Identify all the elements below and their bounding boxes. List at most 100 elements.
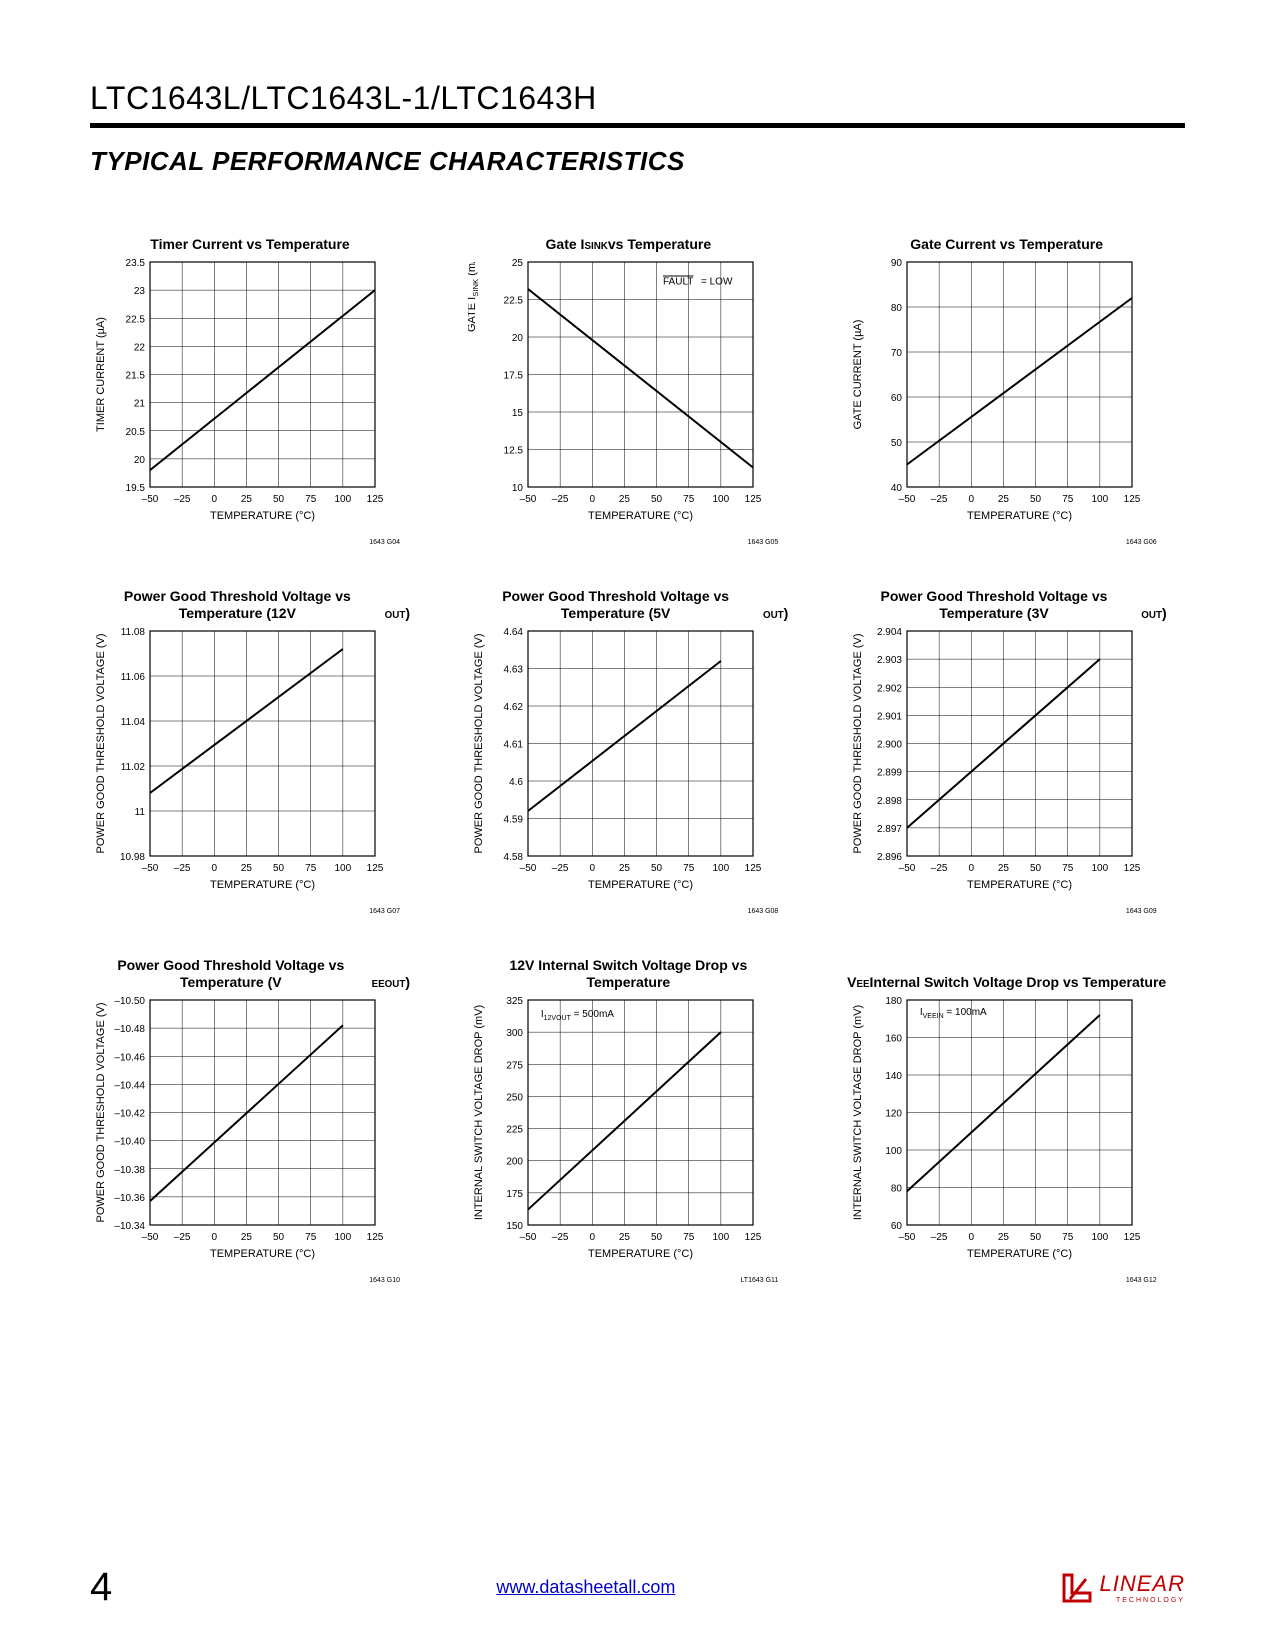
svg-text:50: 50 <box>273 1232 285 1243</box>
chart-container-g06: Gate Current vs Temperature –50–25025507… <box>847 217 1167 546</box>
header-rule <box>90 123 1185 128</box>
svg-text:21: 21 <box>134 399 146 410</box>
svg-text:75: 75 <box>683 494 695 505</box>
svg-text:25: 25 <box>998 1232 1010 1243</box>
svg-text:2.900: 2.900 <box>877 740 902 751</box>
logo-brand: LINEAR <box>1100 1571 1185 1596</box>
svg-text:325: 325 <box>507 996 524 1007</box>
svg-text:50: 50 <box>273 494 285 505</box>
svg-text:0: 0 <box>212 494 218 505</box>
svg-text:4.61: 4.61 <box>504 740 524 751</box>
svg-text:225: 225 <box>507 1125 524 1136</box>
logo-sub: TECHNOLOGY <box>1100 1597 1185 1604</box>
chart-title: 12V Internal Switch Voltage Drop vs Temp… <box>468 955 788 991</box>
svg-text:–10.46: –10.46 <box>114 1052 145 1063</box>
svg-text:0: 0 <box>212 1232 218 1243</box>
svg-text:TEMPERATURE (°C): TEMPERATURE (°C) <box>967 879 1072 891</box>
svg-text:75: 75 <box>683 863 695 874</box>
svg-text:0: 0 <box>590 494 596 505</box>
figure-id: 1643 G08 <box>468 908 788 915</box>
svg-text:TEMPERATURE (°C): TEMPERATURE (°C) <box>967 510 1072 522</box>
svg-text:–10.34: –10.34 <box>114 1221 145 1232</box>
figure-id: 1643 G05 <box>468 539 788 546</box>
datasheet-page: LTC1643L/LTC1643L-1/LTC1643H TYPICAL PER… <box>0 0 1275 1650</box>
svg-text:–10.50: –10.50 <box>114 996 145 1007</box>
svg-text:GATE CURRENT (µA): GATE CURRENT (µA) <box>852 320 864 430</box>
svg-text:100: 100 <box>1091 1232 1108 1243</box>
page-footer: 4 www.datasheetall.com LINEAR TECHNOLOGY <box>90 1565 1185 1610</box>
svg-text:100: 100 <box>713 494 730 505</box>
svg-text:–25: –25 <box>930 494 947 505</box>
svg-text:100: 100 <box>1091 494 1108 505</box>
svg-text:22: 22 <box>134 342 146 353</box>
chart-title: Power Good Threshold Voltage vs Temperat… <box>90 586 410 622</box>
svg-text:–10.40: –10.40 <box>114 1137 145 1148</box>
svg-text:–10.44: –10.44 <box>114 1080 145 1091</box>
svg-text:0: 0 <box>968 494 974 505</box>
svg-text:100: 100 <box>1091 863 1108 874</box>
svg-text:= LOW: = LOW <box>701 277 733 288</box>
svg-text:140: 140 <box>885 1071 902 1082</box>
svg-text:12.5: 12.5 <box>504 446 524 457</box>
svg-text:4.64: 4.64 <box>504 627 524 638</box>
chart-container-g08: Power Good Threshold Voltage vs Temperat… <box>468 586 788 915</box>
figure-id: 1643 G10 <box>90 1277 410 1284</box>
svg-text:–50: –50 <box>142 863 159 874</box>
chart-container-g05: Gate ISINK vs Temperature –50–2502550751… <box>468 217 788 546</box>
svg-text:180: 180 <box>885 996 902 1007</box>
chart-g08: –50–2502550751001254.584.594.64.614.624.… <box>468 626 763 901</box>
svg-text:POWER GOOD THRESHOLD VOLTAGE (: POWER GOOD THRESHOLD VOLTAGE (V) <box>95 633 107 853</box>
svg-text:17.5: 17.5 <box>504 371 524 382</box>
svg-text:25: 25 <box>998 494 1010 505</box>
svg-text:100: 100 <box>335 1232 352 1243</box>
chart-container-g04: Timer Current vs Temperature –50–2502550… <box>90 217 410 546</box>
svg-text:50: 50 <box>1030 863 1042 874</box>
svg-text:TEMPERATURE (°C): TEMPERATURE (°C) <box>210 510 315 522</box>
svg-text:250: 250 <box>507 1092 524 1103</box>
figure-id: 1643 G09 <box>847 908 1167 915</box>
svg-text:50: 50 <box>891 438 903 449</box>
svg-text:–50: –50 <box>520 1232 537 1243</box>
chart-g05: –50–2502550751001251012.51517.52022.525F… <box>468 257 763 532</box>
svg-text:125: 125 <box>1123 1232 1140 1243</box>
part-number-header: LTC1643L/LTC1643L-1/LTC1643H <box>90 80 1185 117</box>
svg-text:125: 125 <box>1123 863 1140 874</box>
svg-text:11.08: 11.08 <box>121 627 146 638</box>
svg-text:80: 80 <box>891 303 903 314</box>
svg-text:TEMPERATURE (°C): TEMPERATURE (°C) <box>588 1248 693 1260</box>
svg-text:100: 100 <box>713 863 730 874</box>
svg-text:100: 100 <box>335 863 352 874</box>
svg-text:150: 150 <box>507 1221 524 1232</box>
svg-text:2.898: 2.898 <box>877 796 902 807</box>
svg-text:80: 80 <box>891 1184 903 1195</box>
company-logo: LINEAR TECHNOLOGY <box>1060 1571 1185 1605</box>
svg-text:FAULT: FAULT <box>663 277 693 288</box>
svg-text:100: 100 <box>713 1232 730 1243</box>
chart-title: Power Good Threshold Voltage vs Temperat… <box>90 955 410 991</box>
svg-text:125: 125 <box>367 863 384 874</box>
chart-container-g11: 12V Internal Switch Voltage Drop vs Temp… <box>468 955 788 1284</box>
svg-text:–25: –25 <box>174 1232 191 1243</box>
chart-container-g10: Power Good Threshold Voltage vs Temperat… <box>90 955 410 1284</box>
svg-text:11.02: 11.02 <box>121 762 146 773</box>
svg-text:75: 75 <box>305 494 317 505</box>
svg-text:21.5: 21.5 <box>126 371 146 382</box>
svg-text:50: 50 <box>273 863 285 874</box>
svg-text:POWER GOOD THRESHOLD VOLTAGE (: POWER GOOD THRESHOLD VOLTAGE (V) <box>95 1002 107 1222</box>
svg-text:120: 120 <box>885 1109 902 1120</box>
svg-text:0: 0 <box>590 863 596 874</box>
footer-link[interactable]: www.datasheetall.com <box>496 1577 675 1598</box>
svg-text:25: 25 <box>619 863 631 874</box>
svg-text:40: 40 <box>891 483 903 494</box>
chart-title: Gate Current vs Temperature <box>847 217 1167 253</box>
svg-text:90: 90 <box>891 258 903 269</box>
svg-text:–25: –25 <box>174 863 191 874</box>
svg-text:TEMPERATURE (°C): TEMPERATURE (°C) <box>588 879 693 891</box>
svg-text:23: 23 <box>134 286 146 297</box>
chart-title: Power Good Threshold Voltage vs Temperat… <box>468 586 788 622</box>
svg-text:15: 15 <box>512 408 524 419</box>
section-title: TYPICAL PERFORMANCE CHARACTERISTICS <box>90 146 1185 177</box>
svg-text:TEMPERATURE (°C): TEMPERATURE (°C) <box>967 1248 1072 1260</box>
svg-text:11.06: 11.06 <box>121 672 146 683</box>
svg-text:20: 20 <box>134 455 146 466</box>
